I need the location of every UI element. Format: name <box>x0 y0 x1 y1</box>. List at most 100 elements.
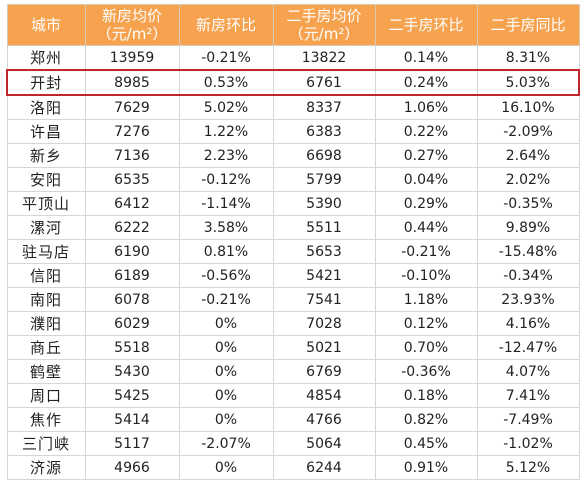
table-row: 商丘 5518 0% 5021 0.70% -12.47% <box>6 335 580 360</box>
table-row: 漯河 6222 3.58% 5511 0.44% 9.89% <box>6 215 580 240</box>
cell-city: 三门峡 <box>6 431 86 456</box>
cell-second-price: 13822 <box>272 45 376 71</box>
cell-new-price: 5518 <box>84 335 180 360</box>
cell-second-mom: 0.70% <box>374 335 478 360</box>
cell-new-mom: -0.21% <box>178 287 274 312</box>
cell-second-yoy: 5.12% <box>476 455 580 480</box>
cell-second-yoy: 4.16% <box>476 311 580 336</box>
cell-city: 济源 <box>6 455 86 480</box>
cell-second-price: 8337 <box>272 94 376 120</box>
cell-new-price: 6078 <box>84 287 180 312</box>
cell-second-yoy: 9.89% <box>476 215 580 240</box>
header-second-price-line2: （元/m²） <box>288 25 360 43</box>
cell-second-yoy: 2.02% <box>476 167 580 192</box>
cell-new-mom: 0% <box>178 407 274 432</box>
cell-second-mom: 0.91% <box>374 455 478 480</box>
cell-city: 开封 <box>6 69 86 96</box>
cell-city: 郑州 <box>6 45 86 71</box>
cell-second-price: 6761 <box>272 69 376 96</box>
cell-second-mom: 0.45% <box>374 431 478 456</box>
cell-second-price: 6244 <box>272 455 376 480</box>
cell-second-price: 6698 <box>272 143 376 168</box>
header-new-mom: 新房环比 <box>178 4 274 46</box>
table-row: 许昌 7276 1.22% 6383 0.22% -2.09% <box>6 119 580 144</box>
cell-new-mom: 0% <box>178 335 274 360</box>
table-row: 濮阳 6029 0% 7028 0.12% 4.16% <box>6 311 580 336</box>
cell-second-price: 7028 <box>272 311 376 336</box>
cell-second-mom: 0.22% <box>374 119 478 144</box>
table-row: 新乡 7136 2.23% 6698 0.27% 2.64% <box>6 143 580 168</box>
cell-new-mom: 0% <box>178 383 274 408</box>
cell-city: 濮阳 <box>6 311 86 336</box>
cell-new-mom: 0% <box>178 311 274 336</box>
cell-new-price: 6029 <box>84 311 180 336</box>
table-row: 平顶山 6412 -1.14% 5390 0.29% -0.35% <box>6 191 580 216</box>
header-second-yoy: 二手房同比 <box>476 4 580 46</box>
header-second-price: 二手房均价 （元/m²） <box>272 4 376 46</box>
cell-new-mom: 5.02% <box>178 94 274 120</box>
cell-second-mom: 0.82% <box>374 407 478 432</box>
cell-city: 平顶山 <box>6 191 86 216</box>
cell-second-mom: 0.14% <box>374 45 478 71</box>
table-row: 洛阳 7629 5.02% 8337 1.06% 16.10% <box>6 94 580 120</box>
cell-second-yoy: -15.48% <box>476 239 580 264</box>
cell-city: 南阳 <box>6 287 86 312</box>
cell-new-price: 5425 <box>84 383 180 408</box>
cell-second-yoy: -7.49% <box>476 407 580 432</box>
cell-second-yoy: 23.93% <box>476 287 580 312</box>
cell-second-mom: 1.18% <box>374 287 478 312</box>
cell-second-yoy: 8.31% <box>476 45 580 71</box>
table-row: 郑州 13959 -0.21% 13822 0.14% 8.31% <box>6 45 580 71</box>
cell-second-mom: -0.21% <box>374 239 478 264</box>
cell-second-price: 5799 <box>272 167 376 192</box>
cell-new-mom: 3.58% <box>178 215 274 240</box>
cell-new-price: 5414 <box>84 407 180 432</box>
cell-second-mom: 0.24% <box>374 69 478 96</box>
cell-city: 漯河 <box>6 215 86 240</box>
cell-second-mom: 0.29% <box>374 191 478 216</box>
cell-second-price: 5021 <box>272 335 376 360</box>
cell-new-mom: 1.22% <box>178 119 274 144</box>
cell-new-mom: -2.07% <box>178 431 274 456</box>
cell-new-mom: 0% <box>178 359 274 384</box>
cell-second-mom: 0.44% <box>374 215 478 240</box>
header-second-mom: 二手房环比 <box>374 4 478 46</box>
cell-second-mom: 1.06% <box>374 94 478 120</box>
cell-new-price: 6412 <box>84 191 180 216</box>
cell-second-yoy: 5.03% <box>476 69 580 96</box>
cell-new-price: 6189 <box>84 263 180 288</box>
table-row: 南阳 6078 -0.21% 7541 1.18% 23.93% <box>6 287 580 312</box>
table-row: 驻马店 6190 0.81% 5653 -0.21% -15.48% <box>6 239 580 264</box>
cell-second-yoy: 4.07% <box>476 359 580 384</box>
cell-city: 焦作 <box>6 407 86 432</box>
cell-second-mom: 0.04% <box>374 167 478 192</box>
cell-new-price: 7136 <box>84 143 180 168</box>
cell-new-mom: -1.14% <box>178 191 274 216</box>
cell-second-price: 6383 <box>272 119 376 144</box>
cell-second-yoy: 7.41% <box>476 383 580 408</box>
table-row: 三门峡 5117 -2.07% 5064 0.45% -1.02% <box>6 431 580 456</box>
cell-city: 驻马店 <box>6 239 86 264</box>
cell-city: 新乡 <box>6 143 86 168</box>
cell-new-mom: -0.12% <box>178 167 274 192</box>
cell-new-price: 7276 <box>84 119 180 144</box>
table-row: 鹤壁 5430 0% 6769 -0.36% 4.07% <box>6 359 580 384</box>
cell-second-yoy: -2.09% <box>476 119 580 144</box>
cell-second-price: 5064 <box>272 431 376 456</box>
cell-second-mom: 0.27% <box>374 143 478 168</box>
header-new-price: 新房均价 （元/m²） <box>84 4 180 46</box>
cell-second-yoy: -12.47% <box>476 335 580 360</box>
price-table: 城市 新房均价 （元/m²） 新房环比 二手房均价 （元/m²） 二手房环比 二… <box>6 4 580 480</box>
table-row: 济源 4966 0% 6244 0.91% 5.12% <box>6 455 580 480</box>
cell-second-price: 5653 <box>272 239 376 264</box>
cell-city: 周口 <box>6 383 86 408</box>
cell-second-yoy: -0.34% <box>476 263 580 288</box>
cell-second-price: 5511 <box>272 215 376 240</box>
header-city: 城市 <box>6 4 86 46</box>
cell-new-price: 6222 <box>84 215 180 240</box>
cell-new-price: 13959 <box>84 45 180 71</box>
cell-new-price: 6535 <box>84 167 180 192</box>
table-row: 安阳 6535 -0.12% 5799 0.04% 2.02% <box>6 167 580 192</box>
header-row: 城市 新房均价 （元/m²） 新房环比 二手房均价 （元/m²） 二手房环比 二… <box>6 4 580 46</box>
